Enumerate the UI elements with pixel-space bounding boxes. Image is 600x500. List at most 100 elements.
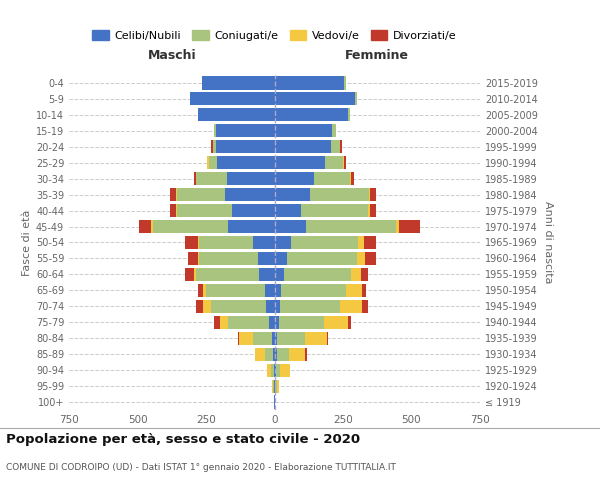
Bar [278, 316, 324, 329]
Bar [343, 156, 344, 170]
Bar [199, 236, 253, 249]
Bar [340, 300, 362, 313]
Bar [280, 364, 290, 376]
Bar [277, 348, 289, 360]
Bar [259, 268, 275, 281]
Bar [213, 140, 215, 153]
Bar [152, 220, 228, 233]
Bar [190, 92, 275, 106]
Bar [209, 156, 217, 170]
Bar [258, 252, 275, 265]
Bar [362, 284, 366, 297]
Bar [176, 188, 177, 201]
Bar [351, 268, 361, 281]
Bar [326, 332, 328, 345]
Text: Maschi: Maschi [148, 50, 196, 62]
Bar [272, 332, 275, 345]
Bar [349, 108, 350, 122]
Bar [284, 268, 351, 281]
Bar [196, 268, 259, 281]
Bar [362, 300, 368, 313]
Bar [275, 284, 281, 297]
Bar [203, 300, 211, 313]
Bar [256, 348, 265, 360]
Bar [188, 252, 198, 265]
Bar [306, 220, 397, 233]
Bar [214, 316, 220, 329]
Bar [274, 364, 275, 376]
Bar [280, 300, 340, 313]
Bar [340, 140, 341, 153]
Bar [289, 348, 305, 360]
Bar [275, 236, 291, 249]
Bar [198, 236, 199, 249]
Bar [211, 140, 213, 153]
Bar [275, 92, 355, 106]
Bar [275, 316, 278, 329]
Bar [356, 252, 365, 265]
Bar [399, 220, 420, 233]
Text: Femmine: Femmine [345, 50, 409, 62]
Text: COMUNE DI CODROIPO (UD) - Dati ISTAT 1° gennaio 2020 - Elaborazione TUTTITALIA.I: COMUNE DI CODROIPO (UD) - Dati ISTAT 1° … [6, 462, 396, 471]
Bar [238, 332, 239, 345]
Bar [361, 268, 368, 281]
Bar [225, 188, 275, 201]
Bar [269, 316, 275, 329]
Bar [266, 300, 275, 313]
Bar [275, 172, 314, 185]
Bar [265, 348, 273, 360]
Bar [139, 220, 151, 233]
Bar [275, 124, 332, 138]
Bar [275, 364, 276, 376]
Bar [351, 172, 354, 185]
Bar [199, 252, 258, 265]
Bar [275, 300, 280, 313]
Bar [271, 364, 274, 376]
Bar [301, 204, 368, 217]
Bar [305, 332, 326, 345]
Bar [370, 204, 376, 217]
Bar [202, 76, 275, 90]
Bar [170, 204, 176, 217]
Bar [232, 204, 275, 217]
Bar [275, 156, 325, 170]
Bar [275, 188, 310, 201]
Bar [332, 124, 336, 138]
Bar [358, 236, 364, 249]
Bar [277, 380, 280, 392]
Bar [176, 204, 177, 217]
Bar [177, 188, 225, 201]
Bar [370, 188, 376, 201]
Bar [206, 284, 265, 297]
Bar [397, 220, 399, 233]
Bar [310, 188, 369, 201]
Bar [272, 380, 273, 392]
Bar [253, 236, 275, 249]
Bar [344, 76, 346, 90]
Bar [314, 172, 350, 185]
Bar [275, 380, 277, 392]
Bar [368, 204, 370, 217]
Bar [198, 252, 199, 265]
Bar [275, 348, 277, 360]
Bar [215, 140, 275, 153]
Bar [267, 364, 271, 376]
Bar [265, 284, 275, 297]
Bar [239, 332, 253, 345]
Bar [276, 364, 280, 376]
Bar [305, 348, 307, 360]
Bar [194, 268, 196, 281]
Bar [220, 316, 228, 329]
Bar [211, 300, 266, 313]
Bar [331, 140, 340, 153]
Bar [275, 268, 284, 281]
Bar [151, 220, 152, 233]
Bar [275, 220, 306, 233]
Bar [198, 284, 203, 297]
Bar [281, 284, 346, 297]
Bar [215, 124, 275, 138]
Bar [344, 156, 346, 170]
Bar [196, 172, 227, 185]
Bar [228, 316, 269, 329]
Bar [275, 140, 331, 153]
